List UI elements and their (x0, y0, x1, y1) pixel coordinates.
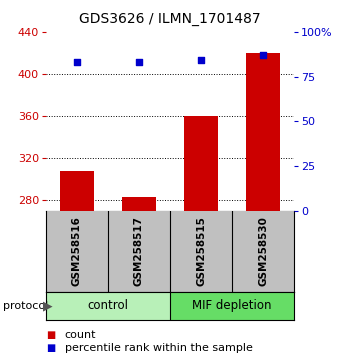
Text: ■: ■ (46, 330, 55, 340)
Text: GDS3626 / ILMN_1701487: GDS3626 / ILMN_1701487 (79, 12, 261, 27)
Text: control: control (87, 299, 129, 313)
Bar (122, 197, 156, 211)
Text: ■: ■ (46, 343, 55, 353)
Bar (60, 171, 94, 211)
Point (198, 58, 204, 63)
Point (136, 59, 142, 65)
Point (260, 52, 266, 58)
Text: MIF depletion: MIF depletion (192, 299, 272, 313)
Text: percentile rank within the sample: percentile rank within the sample (65, 343, 253, 353)
Bar (170, 292, 294, 320)
Bar (184, 116, 218, 211)
Text: count: count (65, 330, 96, 340)
Text: ▶: ▶ (42, 299, 52, 313)
Text: GSM258530: GSM258530 (258, 216, 268, 286)
Point (74, 59, 80, 65)
Text: GSM258517: GSM258517 (134, 216, 144, 286)
Bar (46, 292, 170, 320)
Text: protocol: protocol (3, 301, 49, 311)
Bar (246, 53, 280, 211)
Text: GSM258515: GSM258515 (196, 216, 206, 286)
Text: GSM258516: GSM258516 (72, 216, 82, 286)
